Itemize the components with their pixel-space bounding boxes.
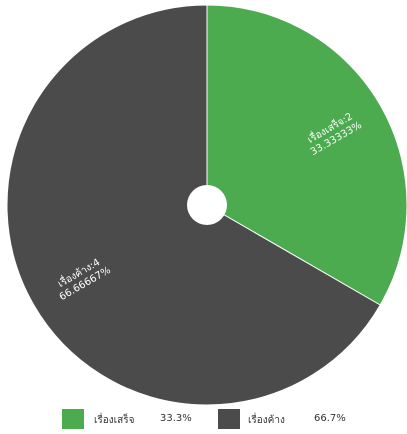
pie-chart: เรื่องเสร็จ:233.33333%เรื่องค้าง:466.666…	[6, 4, 407, 405]
legend-label-pending: เรื่องค้าง	[248, 415, 285, 426]
pie-center-hole	[187, 185, 227, 225]
pie-slice-done[interactable]	[206, 4, 407, 306]
legend-swatch-done	[62, 409, 84, 429]
legend-swatch-pending	[218, 409, 240, 429]
legend-item-pending[interactable]: เรื่องค้าง 66.7%	[218, 409, 368, 429]
legend-percent-pending: 66.7%	[314, 413, 346, 424]
legend-percent-done: 33.3%	[160, 413, 192, 424]
chart-legend: เรื่องเสร็จ 33.3% เรื่องค้าง 66.7%	[0, 409, 407, 429]
legend-label-done: เรื่องเสร็จ	[94, 415, 135, 426]
legend-item-done[interactable]: เรื่องเสร็จ 33.3%	[62, 409, 212, 429]
